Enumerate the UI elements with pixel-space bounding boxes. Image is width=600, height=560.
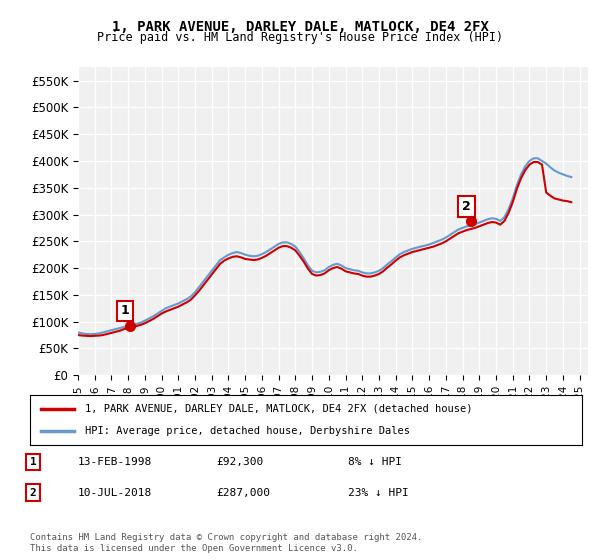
Text: 1: 1: [29, 457, 37, 467]
Text: 13-FEB-1998: 13-FEB-1998: [78, 457, 152, 467]
Text: 1: 1: [121, 304, 130, 318]
Text: 8% ↓ HPI: 8% ↓ HPI: [348, 457, 402, 467]
Text: £287,000: £287,000: [216, 488, 270, 498]
Text: HPI: Average price, detached house, Derbyshire Dales: HPI: Average price, detached house, Derb…: [85, 426, 410, 436]
Text: Contains HM Land Registry data © Crown copyright and database right 2024.: Contains HM Land Registry data © Crown c…: [30, 533, 422, 542]
Text: 23% ↓ HPI: 23% ↓ HPI: [348, 488, 409, 498]
Text: £92,300: £92,300: [216, 457, 263, 467]
Text: 1, PARK AVENUE, DARLEY DALE, MATLOCK, DE4 2FX: 1, PARK AVENUE, DARLEY DALE, MATLOCK, DE…: [112, 20, 488, 34]
Text: 2: 2: [29, 488, 37, 498]
Text: 1, PARK AVENUE, DARLEY DALE, MATLOCK, DE4 2FX (detached house): 1, PARK AVENUE, DARLEY DALE, MATLOCK, DE…: [85, 404, 473, 414]
Text: 10-JUL-2018: 10-JUL-2018: [78, 488, 152, 498]
Text: Price paid vs. HM Land Registry's House Price Index (HPI): Price paid vs. HM Land Registry's House …: [97, 31, 503, 44]
Text: This data is licensed under the Open Government Licence v3.0.: This data is licensed under the Open Gov…: [30, 544, 358, 553]
Text: 2: 2: [462, 200, 471, 213]
